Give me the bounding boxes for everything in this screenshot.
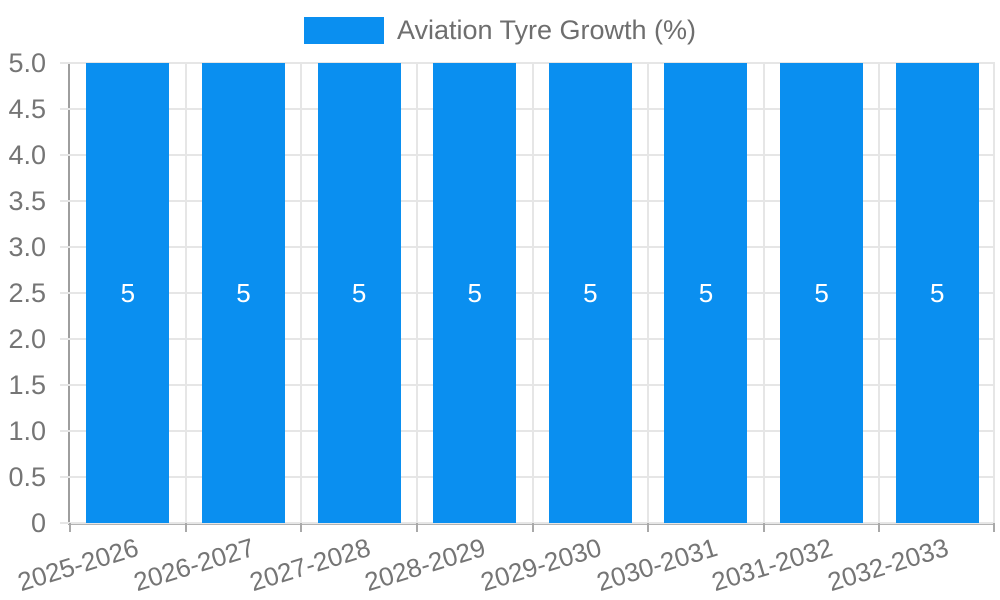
bar-value-label: 5 [120, 277, 136, 308]
bar: 5 [433, 63, 517, 523]
v-gridline [878, 63, 881, 523]
bar: 5 [317, 63, 401, 523]
v-gridline [415, 63, 418, 523]
v-gridline [647, 63, 650, 523]
bar: 5 [780, 63, 864, 523]
bar: 5 [548, 63, 632, 523]
h-gridline [60, 62, 995, 64]
v-gridline [993, 63, 995, 523]
plot-area: 5 5 5 5 5 5 5 5 [60, 62, 995, 532]
bar: 5 [664, 63, 748, 523]
x-tick-mark [300, 523, 303, 532]
v-gridline [531, 63, 534, 523]
x-tick-mark [993, 523, 995, 532]
h-gridline [60, 292, 995, 294]
h-gridline [60, 476, 995, 478]
h-gridline [60, 200, 995, 202]
y-axis-tick-label: 1.5 [8, 370, 46, 400]
x-axis-tick-label: 2028-2029 [361, 532, 490, 598]
y-axis-tick-label: 2.0 [8, 324, 46, 354]
x-axis-tick-label: 2030-2031 [592, 532, 721, 598]
y-axis-tick-label: 3.0 [8, 232, 46, 262]
bar: 5 [895, 63, 979, 523]
h-gridline [60, 430, 995, 432]
x-axis-tick-label: 2029-2030 [477, 532, 605, 598]
x-axis-tick-label: 2026-2027 [130, 532, 258, 598]
h-gridline [60, 384, 995, 386]
bar-value-label: 5 [929, 277, 945, 308]
bar-value-label: 5 [814, 277, 829, 308]
x-axis-tick-label: 2025-2026 [14, 532, 143, 598]
y-axis-tick-label: 0.5 [8, 462, 46, 492]
x-tick-mark [647, 523, 650, 532]
y-axis-tick-label: 0 [30, 508, 46, 538]
h-gridline [60, 154, 995, 156]
v-gridline [762, 63, 765, 523]
x-tick-mark [69, 523, 71, 532]
legend-label: Aviation Tyre Growth (%) [396, 15, 697, 45]
legend-swatch [303, 16, 384, 44]
h-gridline [60, 246, 995, 248]
h-gridline [60, 338, 995, 340]
x-tick-mark [878, 523, 881, 532]
v-gridline [300, 63, 303, 523]
x-tick-mark [531, 523, 534, 532]
x-axis-tick-label: 2032-2033 [823, 532, 952, 598]
y-axis-tick-label: 4.0 [8, 140, 46, 170]
h-gridline [60, 522, 995, 524]
x-axis-tick-label: 2031-2032 [708, 532, 837, 598]
y-axis-tick-label: 5.0 [8, 48, 46, 78]
y-axis-tick-label: 2.5 [8, 278, 46, 308]
chart-legend[interactable]: Aviation Tyre Growth (%) [0, 14, 1000, 46]
h-gridline [60, 108, 995, 110]
bar-value-label: 5 [236, 277, 251, 308]
bar-value-label: 5 [698, 277, 714, 308]
x-tick-mark [184, 523, 187, 532]
x-axis-tick-label: 2027-2028 [245, 532, 374, 598]
bar: 5 [86, 63, 170, 523]
bar-value-label: 5 [467, 277, 482, 308]
y-axis-tick-label: 3.5 [8, 186, 46, 216]
y-axis-tick-label: 1.0 [8, 416, 46, 446]
bar: 5 [201, 63, 285, 523]
x-tick-mark [415, 523, 418, 532]
bar-value-label: 5 [583, 277, 598, 308]
y-axis-tick-label: 4.5 [8, 94, 46, 124]
bar-value-label: 5 [351, 277, 367, 308]
v-gridline [184, 63, 187, 523]
x-tick-mark [762, 523, 765, 532]
